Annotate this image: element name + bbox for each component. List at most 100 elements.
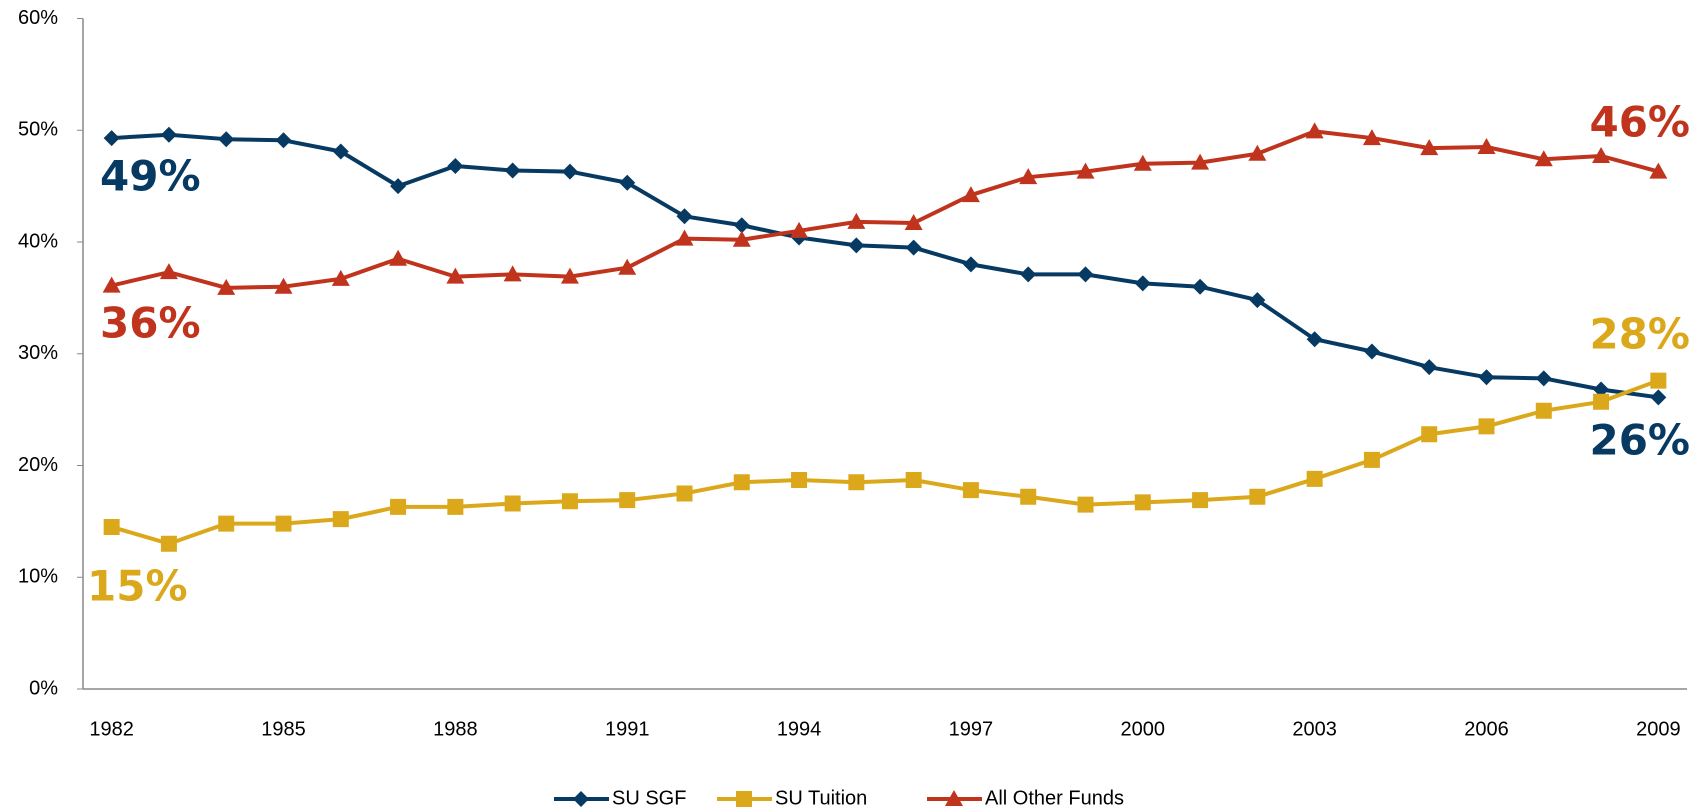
marker xyxy=(1020,266,1037,283)
marker xyxy=(1192,278,1209,295)
marker xyxy=(573,791,589,807)
marker xyxy=(160,126,177,143)
marker xyxy=(945,790,963,806)
marker xyxy=(447,498,464,515)
marker xyxy=(159,263,178,280)
marker xyxy=(1535,370,1552,387)
x-tick-label: 2003 xyxy=(1292,718,1337,740)
marker xyxy=(1192,492,1209,509)
legend-label: SU Tuition xyxy=(775,787,867,808)
marker xyxy=(217,278,236,295)
marker xyxy=(560,267,579,284)
marker xyxy=(1650,389,1667,406)
annotation: 28% xyxy=(1589,310,1690,359)
x-tick-label: 1991 xyxy=(605,718,650,740)
marker xyxy=(1134,275,1151,292)
x-tick-label: 1988 xyxy=(433,718,478,740)
y-tick-label: 50% xyxy=(18,119,58,141)
marker xyxy=(1306,331,1323,348)
marker xyxy=(389,249,408,266)
marker xyxy=(1478,369,1495,386)
marker xyxy=(1077,496,1094,513)
marker xyxy=(1248,144,1267,161)
marker xyxy=(1133,154,1152,171)
marker xyxy=(1362,129,1381,146)
marker xyxy=(1421,426,1438,443)
legend-item: All Other Funds xyxy=(927,787,1124,808)
marker xyxy=(103,518,120,535)
y-tick-label: 0% xyxy=(29,677,58,699)
marker xyxy=(619,174,636,191)
marker xyxy=(1363,451,1380,468)
marker xyxy=(1649,162,1668,179)
marker xyxy=(1420,139,1439,156)
marker xyxy=(275,515,292,532)
y-tick-label: 40% xyxy=(18,230,58,252)
marker xyxy=(218,131,235,148)
marker xyxy=(676,208,693,225)
marker xyxy=(446,267,465,284)
y-tick-label: 20% xyxy=(18,454,58,476)
legend-label: SU SGF xyxy=(612,787,686,808)
marker xyxy=(561,493,578,510)
x-tick-label: 2000 xyxy=(1121,718,1166,740)
annotation: 46% xyxy=(1589,98,1690,147)
marker xyxy=(733,474,750,491)
marker xyxy=(447,158,464,175)
y-tick-label: 30% xyxy=(18,342,58,364)
y-tick-label: 60% xyxy=(18,7,58,29)
series xyxy=(103,126,1667,406)
marker xyxy=(103,130,120,147)
marker xyxy=(390,498,407,515)
marker xyxy=(503,265,522,282)
marker xyxy=(905,472,922,489)
marker xyxy=(618,258,637,275)
series xyxy=(102,122,1668,295)
marker xyxy=(1249,292,1266,309)
marker xyxy=(1306,470,1323,487)
x-tick-label: 2009 xyxy=(1636,718,1681,740)
marker xyxy=(218,515,235,532)
marker xyxy=(102,276,121,293)
marker xyxy=(733,217,750,234)
marker xyxy=(1076,162,1095,179)
marker xyxy=(274,277,293,294)
series xyxy=(103,372,1667,552)
marker xyxy=(1363,343,1380,360)
annotation: 26% xyxy=(1589,416,1690,465)
marker xyxy=(847,212,866,229)
marker xyxy=(1020,488,1037,505)
marker xyxy=(962,482,979,499)
y-tick-label: 10% xyxy=(18,566,58,588)
marker xyxy=(848,474,865,491)
legend-item: SU Tuition xyxy=(717,787,867,808)
marker xyxy=(1650,372,1667,389)
marker xyxy=(332,511,349,528)
legend-item: SU SGF xyxy=(554,787,686,808)
annotation: 15% xyxy=(87,562,188,611)
marker xyxy=(732,230,751,247)
x-tick-label: 1994 xyxy=(777,718,822,740)
x-tick-label: 2006 xyxy=(1464,718,1509,740)
legend-label: All Other Funds xyxy=(985,787,1124,808)
marker xyxy=(736,791,752,807)
marker xyxy=(1535,402,1552,419)
marker xyxy=(561,163,578,180)
marker xyxy=(1019,168,1038,185)
x-tick-label: 1997 xyxy=(949,718,994,740)
marker xyxy=(675,229,694,246)
marker xyxy=(1077,266,1094,283)
marker xyxy=(676,485,693,502)
marker xyxy=(1249,488,1266,505)
marker xyxy=(1534,150,1553,167)
line xyxy=(111,129,1659,290)
marker xyxy=(504,162,521,179)
marker xyxy=(331,269,350,286)
marker xyxy=(905,239,922,256)
annotation: 49% xyxy=(100,152,201,201)
marker xyxy=(160,535,177,552)
marker xyxy=(619,492,636,509)
marker xyxy=(790,221,809,238)
x-tick-label: 1985 xyxy=(261,718,306,740)
marker xyxy=(275,132,292,149)
